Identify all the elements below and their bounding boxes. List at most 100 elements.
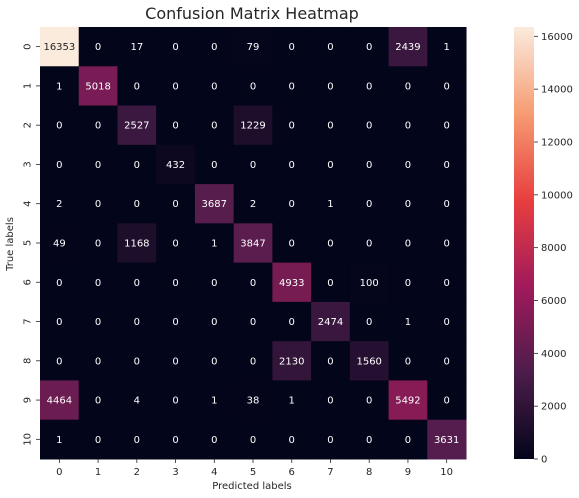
cell-value-label: 0: [172, 278, 178, 289]
cell-value-label: 0: [134, 317, 140, 328]
heatmap-cell: [233, 262, 273, 303]
heatmap-cell: [272, 380, 312, 421]
x-tick-label: 8: [366, 467, 372, 478]
heatmap-cell: [117, 223, 157, 264]
cell-value-label: 0: [172, 435, 178, 446]
heatmap-cell: [388, 341, 428, 381]
cell-value-label: 0: [95, 238, 101, 249]
heatmap-cell: [40, 419, 80, 460]
heatmap-cell: [427, 144, 467, 185]
heatmap-cell: [427, 105, 467, 146]
cell-value-label: 0: [366, 121, 372, 132]
cell-value-label: 17: [130, 42, 143, 53]
x-tick-label: 3: [172, 467, 178, 478]
heatmap-cell: [272, 105, 312, 146]
cell-value-label: 3631: [434, 435, 459, 446]
heatmap-cell: [40, 262, 80, 303]
heatmap-cell: [156, 262, 196, 303]
heatmap-cell: [349, 144, 390, 185]
y-axis-label: True labels: [5, 217, 16, 272]
cell-value-label: 0: [172, 81, 178, 92]
heatmap-cell: [117, 301, 157, 342]
heatmap-cell: [388, 27, 428, 67]
heatmap-cell: [40, 27, 80, 67]
cell-value-label: 0: [443, 317, 449, 328]
cell-value-label: 79: [247, 42, 260, 53]
cell-value-label: 2130: [279, 356, 304, 367]
heatmap-cell: [40, 341, 80, 381]
cell-value-label: 0: [327, 278, 333, 289]
cell-value-label: 1560: [356, 356, 381, 367]
cell-value-label: 0: [95, 199, 101, 210]
cell-value-label: 0: [211, 317, 217, 328]
y-tick-label: 5: [23, 240, 34, 246]
cell-value-label: 0: [211, 160, 217, 171]
cell-value-label: 5492: [395, 396, 420, 407]
heatmap-cell: [388, 184, 428, 224]
cell-value-label: 0: [56, 278, 62, 289]
cell-value-label: 0: [443, 396, 449, 407]
heatmap-cell: [194, 223, 235, 264]
heatmap-cell: [156, 184, 196, 224]
heatmap-cell: [78, 301, 118, 342]
heatmap-cell-labels: 16353 0 17 0 0 79 0 0 0 2439 1 1 5018 0 0 0 0 0 0 0 0 0 0 0 2527…: [43, 42, 459, 446]
y-tick-label: 0: [23, 43, 34, 49]
cell-value-label: 0: [95, 317, 101, 328]
heatmap-cell: [311, 419, 351, 460]
heatmap-cell: [427, 419, 467, 460]
heatmap-cell: [233, 341, 273, 381]
heatmap-cell: [272, 144, 312, 185]
cell-value-label: 0: [134, 435, 140, 446]
cell-value-label: 2: [56, 199, 62, 210]
x-tick-label: 10: [440, 467, 453, 478]
cell-value-label: 1: [211, 238, 217, 249]
heatmap-cell: [194, 262, 235, 303]
cell-value-label: 4933: [279, 278, 304, 289]
heatmap-cell: [427, 27, 467, 67]
heatmap-cell: [272, 301, 312, 342]
cell-value-label: 0: [405, 278, 411, 289]
colorbar-tick-label: 14000: [541, 85, 573, 96]
cell-value-label: 1: [443, 42, 449, 53]
cell-value-label: 0: [172, 42, 178, 53]
heatmap-cell: [117, 105, 157, 146]
heatmap-cell: [40, 223, 80, 264]
heatmap-cell: [156, 223, 196, 264]
heatmap-cell: [272, 66, 312, 107]
heatmap-cell: [233, 301, 273, 342]
y-tick-label: 8: [23, 358, 34, 364]
heatmap-cell: [194, 301, 235, 342]
colorbar-tick-label: 6000: [541, 296, 566, 307]
x-axis: 0 1 2 3 4 5 6 7 8 9 10: [56, 458, 453, 478]
heatmap-cell: [117, 144, 157, 185]
colorbar-tick-label: 2000: [541, 402, 566, 413]
cell-value-label: 2439: [395, 42, 420, 53]
cell-value-label: 0: [289, 42, 295, 53]
heatmap-cell: [194, 380, 235, 421]
heatmap-cell: [40, 66, 80, 107]
heatmap-cell: [349, 380, 390, 421]
cell-value-label: 432: [166, 160, 185, 171]
heatmap-cell: [233, 144, 273, 185]
heatmap-cell: [349, 301, 390, 342]
cell-value-label: 0: [95, 42, 101, 53]
heatmap-cell: [156, 380, 196, 421]
colorbar-tick-label: 8000: [541, 243, 566, 254]
heatmap-cell: [349, 27, 390, 67]
heatmap-cell: [311, 105, 351, 146]
heatmap-cells: [40, 27, 467, 460]
cell-value-label: 1: [405, 317, 411, 328]
cell-value-label: 0: [172, 199, 178, 210]
x-tick-label: 4: [211, 467, 217, 478]
cell-value-label: 49: [53, 238, 66, 249]
heatmap-cell: [194, 184, 235, 224]
cell-value-label: 0: [95, 121, 101, 132]
x-tick-label: 0: [56, 467, 62, 478]
heatmap-cell: [311, 262, 351, 303]
heatmap-cell: [156, 27, 196, 67]
cell-value-label: 0: [405, 356, 411, 367]
heatmap-cell: [388, 419, 428, 460]
cell-value-label: 0: [211, 42, 217, 53]
cell-value-label: 0: [172, 238, 178, 249]
